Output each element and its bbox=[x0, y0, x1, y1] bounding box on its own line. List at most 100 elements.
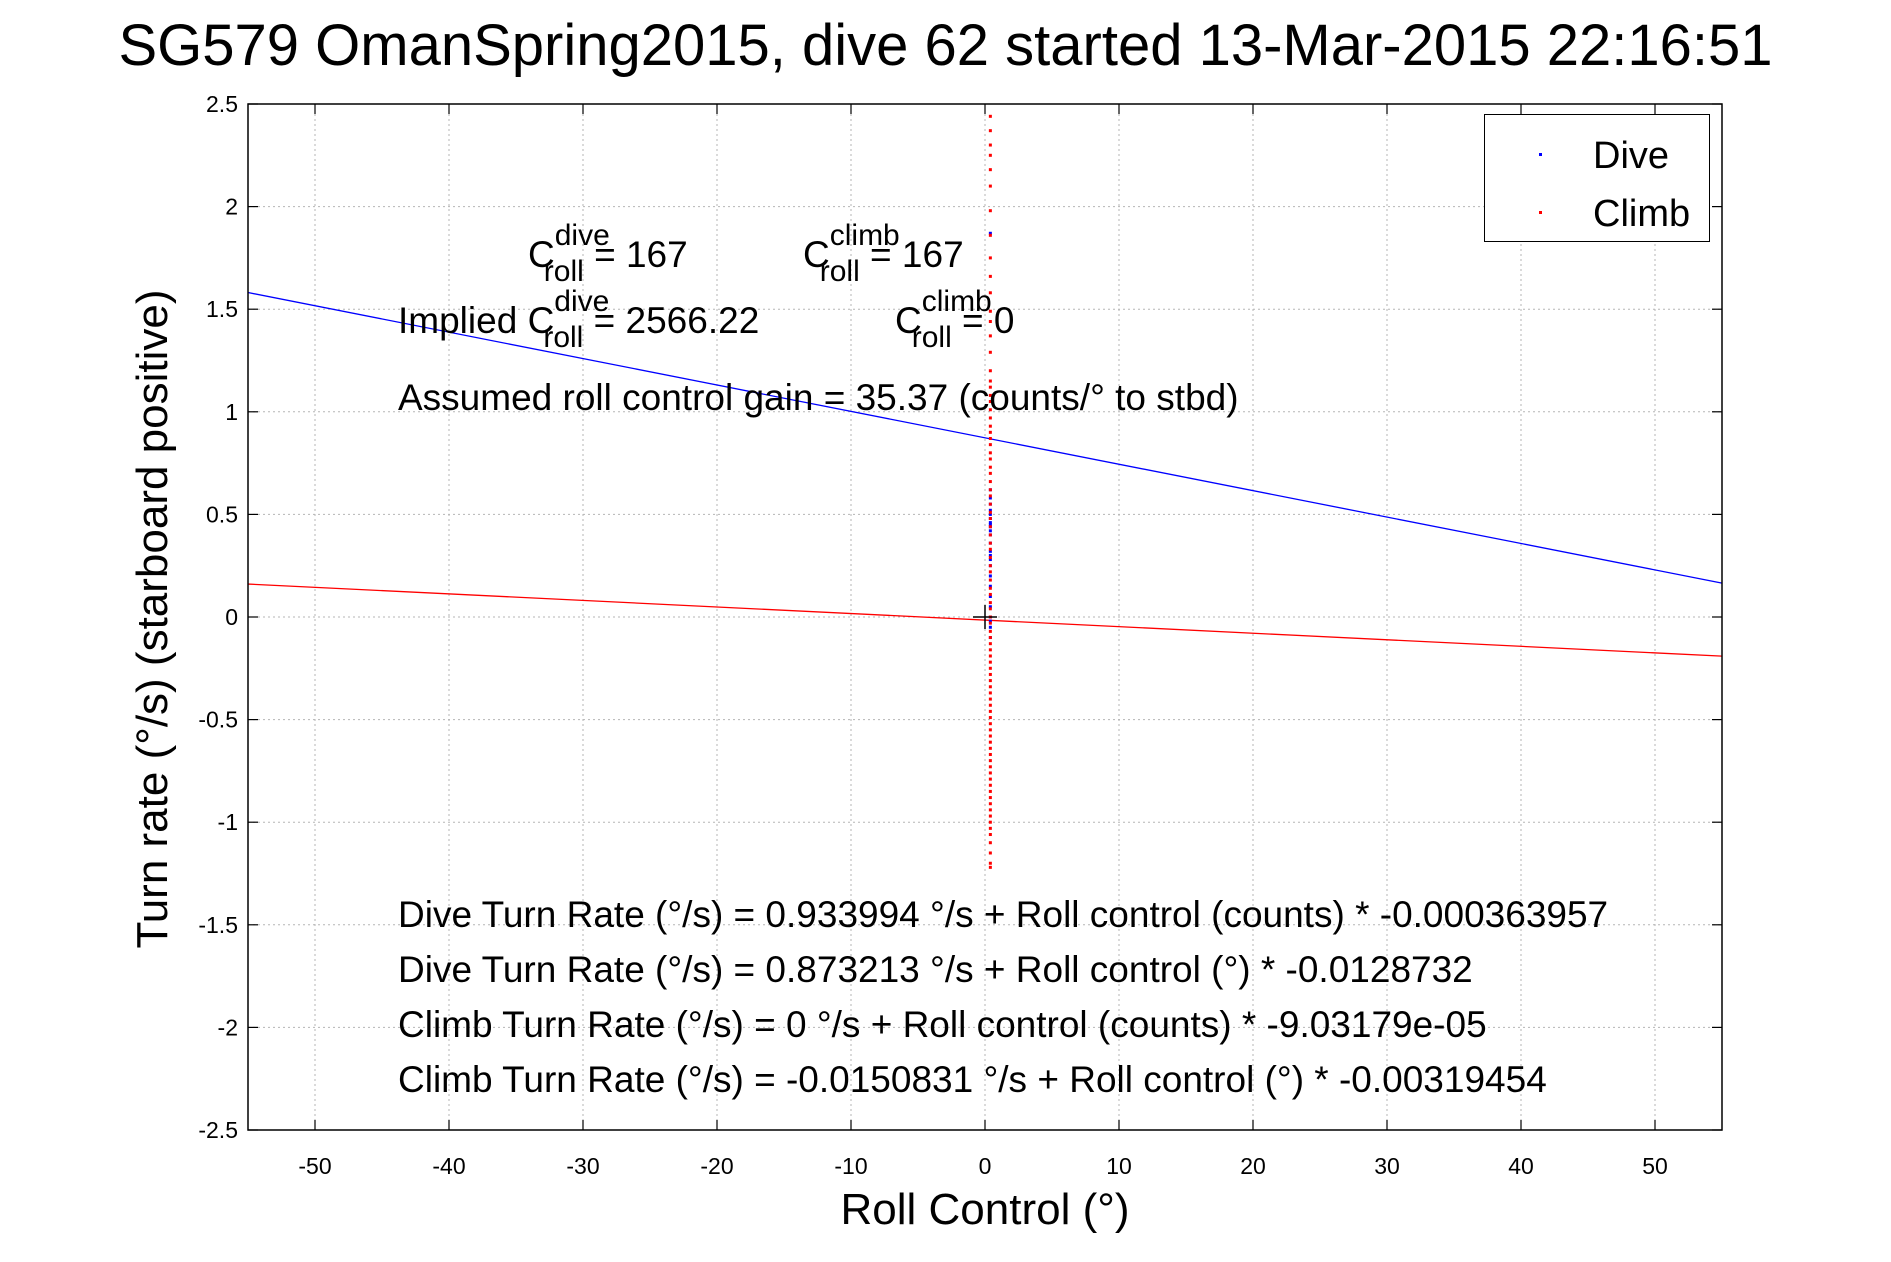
x-tick-label: 20 bbox=[1240, 1153, 1266, 1179]
climb-data-point bbox=[988, 802, 992, 806]
climb-data-point bbox=[988, 547, 992, 551]
climb-data-point bbox=[988, 629, 992, 633]
x-tick-label: 10 bbox=[1106, 1153, 1132, 1179]
climb-data-point bbox=[988, 740, 992, 744]
y-tick-label: -2 bbox=[218, 1014, 238, 1040]
x-tick-label: 40 bbox=[1508, 1153, 1534, 1179]
dive-data-point bbox=[988, 584, 992, 588]
climb-data-point bbox=[988, 691, 992, 695]
climb-data-point bbox=[988, 607, 992, 611]
climb-data-point bbox=[988, 734, 992, 738]
y-tick-label: -1.5 bbox=[198, 912, 238, 938]
climb-data-point bbox=[988, 586, 992, 590]
y-tick-label: 2 bbox=[225, 194, 238, 220]
climb-data-point bbox=[988, 660, 992, 664]
climb-data-point bbox=[988, 672, 992, 676]
climb-data-point bbox=[988, 722, 992, 726]
climb-data-point bbox=[988, 424, 992, 428]
climb-data-point bbox=[988, 841, 992, 845]
climb-data-point bbox=[988, 488, 992, 492]
climb-data-point bbox=[988, 153, 992, 157]
superscript-climb: climb bbox=[921, 285, 992, 318]
climb-data-point bbox=[988, 451, 992, 455]
c-dive-value: = 167 bbox=[594, 234, 688, 275]
climb-data-point bbox=[988, 851, 992, 855]
climb-data-point bbox=[988, 752, 992, 756]
climb-data-point bbox=[988, 465, 992, 469]
climb-data-point bbox=[988, 168, 992, 172]
climb-data-point bbox=[988, 697, 992, 701]
climb-data-point bbox=[988, 350, 992, 354]
grid-lines bbox=[248, 104, 1722, 1130]
climb-data-point bbox=[988, 746, 992, 750]
dive-data-point bbox=[988, 594, 992, 598]
climb-data-point bbox=[988, 436, 992, 440]
legend-marker-climb bbox=[1539, 211, 1542, 214]
climb-data-point bbox=[988, 408, 992, 412]
climb-data-point bbox=[988, 430, 992, 434]
data-points bbox=[988, 114, 992, 869]
dive-data-point bbox=[988, 508, 992, 512]
climb-data-point bbox=[988, 666, 992, 670]
climb-data-point bbox=[988, 564, 992, 568]
implied-dive-value: = 2566.22 bbox=[593, 300, 760, 341]
dive-data-point bbox=[988, 574, 992, 578]
legend-label-dive: Dive bbox=[1593, 135, 1670, 177]
climb-data-point bbox=[988, 334, 992, 338]
dive-data-point bbox=[988, 523, 992, 527]
climb-data-point bbox=[988, 728, 992, 732]
y-tick-label: 1.5 bbox=[206, 296, 238, 322]
climb-data-point bbox=[988, 685, 992, 689]
climb-data-point bbox=[988, 443, 992, 447]
climb-data-point bbox=[988, 621, 992, 625]
dive-data-point bbox=[988, 605, 992, 609]
climb-data-point bbox=[988, 636, 992, 640]
climb-data-point bbox=[988, 510, 992, 514]
y-tick-label: -0.5 bbox=[198, 707, 238, 733]
climb-data-point bbox=[988, 808, 992, 812]
climb-data-point bbox=[988, 783, 992, 787]
implied-c-roll-climb-annotation: Cclimbroll = 0 bbox=[895, 287, 1015, 353]
y-tick-label: 2.5 bbox=[206, 91, 238, 117]
gain-annotation: Assumed roll control gain = 35.37 (count… bbox=[398, 377, 1239, 418]
climb-data-point bbox=[988, 555, 992, 559]
climb-data-point bbox=[988, 393, 992, 397]
climb-data-point bbox=[988, 457, 992, 461]
c-letter: C bbox=[527, 300, 555, 341]
climb-data-point bbox=[988, 861, 992, 865]
climb-data-point bbox=[988, 369, 992, 373]
y-tick-label: 0 bbox=[225, 604, 238, 630]
climb-data-point bbox=[988, 385, 992, 389]
dive-data-point bbox=[988, 521, 992, 525]
implied-c-roll-dive-annotation: Implied Cdiveroll = 2566.22 bbox=[398, 287, 760, 353]
dive-data-point bbox=[988, 625, 992, 629]
climb-data-point bbox=[988, 184, 992, 188]
y-tick-label: 0.5 bbox=[206, 501, 238, 527]
y-tick-label: 1 bbox=[225, 399, 238, 425]
x-tick-label: -30 bbox=[566, 1153, 599, 1179]
climb-data-point bbox=[988, 789, 992, 793]
climb-data-point bbox=[988, 654, 992, 658]
chart-title: SG579 OmanSpring2015, dive 62 started 13… bbox=[118, 13, 1773, 78]
equation-dive-degrees: Dive Turn Rate (°/s) = 0.873213 °/s + Ro… bbox=[398, 949, 1473, 990]
c-roll-dive-annotation: Cdiveroll = 167 bbox=[528, 221, 688, 287]
climb-data-point bbox=[988, 541, 992, 545]
dive-data-point bbox=[988, 231, 992, 235]
legend: Dive Climb bbox=[1484, 114, 1710, 242]
x-tick-label: -50 bbox=[298, 1153, 331, 1179]
origin-marker bbox=[973, 605, 997, 629]
climb-data-point bbox=[988, 400, 992, 404]
climb-data-point bbox=[988, 143, 992, 147]
y-tick-label: -1 bbox=[218, 809, 238, 835]
climb-data-point bbox=[988, 814, 992, 818]
climb-data-point bbox=[988, 480, 992, 484]
climb-data-point bbox=[988, 759, 992, 763]
climb-data-point bbox=[988, 379, 992, 383]
climb-data-point bbox=[988, 703, 992, 707]
equation-climb-degrees: Climb Turn Rate (°/s) = -0.0150831 °/s +… bbox=[398, 1059, 1547, 1100]
y-tick-label: -2.5 bbox=[198, 1117, 238, 1143]
climb-data-point bbox=[988, 309, 992, 313]
climb-data-point bbox=[988, 209, 992, 213]
c-letter: C bbox=[895, 300, 922, 341]
superscript-dive: dive bbox=[554, 219, 610, 252]
